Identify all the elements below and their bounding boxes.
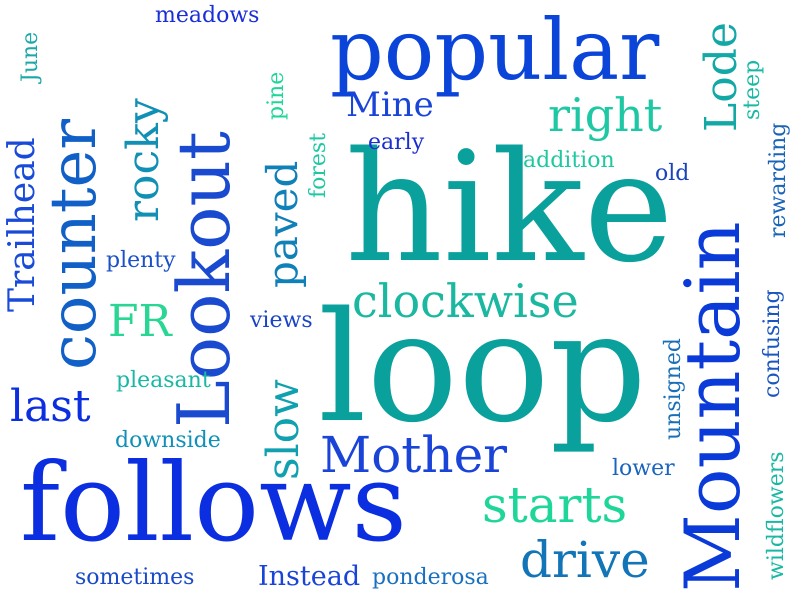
word-ponderosa: ponderosa	[372, 565, 489, 590]
word-popular: popular	[330, 1, 660, 99]
word-mother: Mother	[320, 426, 508, 484]
word-loop: loop	[318, 279, 647, 456]
word-mine: Mine	[346, 85, 434, 125]
word-drive: drive	[520, 531, 650, 589]
word-lower: lower	[612, 456, 675, 481]
word-fr: FR	[108, 296, 172, 347]
word-lode: Lode	[696, 22, 747, 132]
word-starts: starts	[482, 476, 628, 534]
word-wildflowers: wildflowers	[764, 451, 789, 580]
word-rewarding: rewarding	[766, 122, 791, 238]
word-mountain: Mountain	[668, 221, 757, 592]
word-last: last	[10, 381, 91, 432]
word-steep: steep	[740, 59, 765, 120]
word-right: right	[548, 88, 663, 142]
word-confusing: confusing	[760, 289, 785, 398]
word-rocky: rocky	[118, 98, 169, 222]
word-follows: follows	[20, 441, 407, 566]
word-trailhead: Trailhead	[2, 137, 43, 312]
word-old: old	[655, 161, 690, 186]
word-instead: Instead	[258, 561, 361, 592]
word-addition: addition	[523, 148, 615, 173]
word-pine: pine	[264, 71, 289, 120]
word-hike: hike	[345, 119, 674, 296]
word-slow: slow	[258, 379, 309, 480]
word-early: early	[368, 130, 425, 155]
word-views: views	[250, 308, 313, 333]
word-plenty: plenty	[106, 248, 176, 273]
word-paved: paved	[258, 160, 307, 288]
word-sometimes: sometimes	[75, 565, 195, 590]
word-june: June	[18, 31, 43, 82]
word-downside: downside	[115, 428, 221, 453]
word-forest: forest	[306, 132, 331, 198]
word-counter: counter	[37, 119, 111, 370]
word-clockwise: clockwise	[352, 274, 579, 328]
word-pleasant: pleasant	[116, 368, 211, 393]
word-meadows: meadows	[155, 3, 260, 28]
word-unsigned: unsigned	[661, 337, 686, 440]
